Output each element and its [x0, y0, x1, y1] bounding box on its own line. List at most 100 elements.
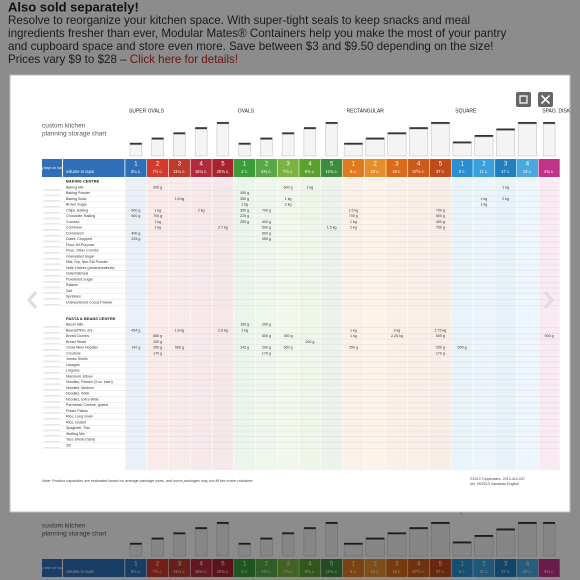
- next-arrow[interactable]: [543, 291, 554, 309]
- column-size: 16¼ c.: [195, 169, 208, 174]
- lightbox-controls: [27, 92, 554, 309]
- row-label: Baking Soda: [66, 197, 86, 201]
- row-label: Stuffing Mix: [66, 432, 85, 436]
- container: [238, 144, 251, 157]
- cell: 400 g: [131, 231, 140, 235]
- container: [542, 123, 556, 157]
- qty-header-text: qty kept on hand: [39, 166, 66, 170]
- prev-arrow[interactable]: [27, 291, 38, 309]
- group-label: SQUARE: [455, 108, 477, 114]
- container-lid: [474, 135, 494, 138]
- container-lid: [325, 122, 338, 125]
- column-number: 2: [482, 562, 486, 568]
- container-lid: [344, 142, 363, 145]
- column-size: 20¾ c.: [217, 569, 230, 574]
- cell: 1 kg: [306, 185, 313, 189]
- column-number: 4: [308, 162, 312, 168]
- column-header: [168, 159, 190, 177]
- column-number: 3: [286, 162, 290, 168]
- column-size: 4¾ c.: [261, 169, 271, 174]
- column-number: 3: [178, 562, 182, 568]
- row-label: Chocolate, Baking: [66, 214, 95, 218]
- column-header: [538, 559, 560, 577]
- column-size: 16 c.: [392, 569, 401, 574]
- price-line: Prices vary $9 to $28 – Click here for d…: [8, 53, 238, 66]
- container: [496, 130, 516, 157]
- container: [129, 544, 143, 557]
- container-lid: [195, 527, 208, 530]
- container-lid: [496, 128, 515, 131]
- row-label: Noodles, Medium: [66, 386, 94, 390]
- volume-header-text: volume in cups: [66, 169, 94, 174]
- row-label: Flour, Other Crumbs: [66, 249, 99, 253]
- column-header: [147, 559, 169, 577]
- column-header: [342, 159, 364, 177]
- column-size: 4¾ c.: [261, 569, 271, 574]
- container-lid: [151, 137, 164, 140]
- container-lid: [238, 542, 251, 545]
- column-header: [408, 159, 430, 177]
- cell: 1.5 kg: [327, 226, 337, 230]
- column-size: 2 c.: [241, 169, 248, 174]
- cell: 2 kg: [350, 226, 357, 230]
- column-number: 1: [460, 162, 464, 168]
- cell: 500 g: [458, 346, 467, 350]
- column-header: [321, 559, 343, 577]
- column-number: 4: [526, 162, 530, 168]
- column-tint: [429, 178, 451, 470]
- cell: 2.7 kg: [218, 226, 228, 230]
- column-size: 12¾ c.: [325, 169, 338, 174]
- container: [260, 539, 273, 557]
- cell: 250 g: [153, 346, 162, 350]
- column-tint: [234, 178, 256, 470]
- column-number: 1: [134, 162, 138, 168]
- column-number: 4: [417, 162, 421, 168]
- column-tint: [299, 178, 321, 470]
- row-label: Bacon Bits: [66, 323, 83, 327]
- column-size: 11 c.: [479, 569, 488, 574]
- row-label: Baking Mix: [66, 185, 84, 189]
- column-size: 5 c.: [459, 169, 466, 174]
- column-number: 5: [221, 162, 225, 168]
- cell: 1 kg: [241, 203, 248, 207]
- section-title: BAKING CENTRE: [66, 179, 100, 184]
- column-header: [190, 559, 212, 577]
- heading: Also sold separately!: [8, 0, 139, 14]
- cell: 300 g: [153, 185, 162, 189]
- column-tint: [190, 178, 212, 470]
- column-number: 2: [156, 162, 160, 168]
- column-header: [451, 159, 473, 177]
- container: [474, 536, 494, 557]
- column-size: 7½ c.: [153, 569, 163, 574]
- column-header: [147, 159, 169, 177]
- column-header: [538, 159, 560, 177]
- row-label: Bread Crumbs: [66, 334, 89, 338]
- cell: 700 g: [349, 214, 358, 218]
- container-lid: [216, 122, 229, 125]
- column-header: [255, 159, 277, 177]
- container: [216, 523, 230, 557]
- cell: 500 g: [436, 214, 445, 218]
- column-size: 16¼ c.: [195, 569, 208, 574]
- container: [325, 123, 338, 157]
- row-label: Unsweetened Cocoa Powder: [66, 300, 113, 304]
- details-link[interactable]: Click here for details!: [130, 53, 238, 66]
- cell: 500 g: [131, 208, 140, 212]
- row-label: Parmesan Cheese, grated: [66, 403, 108, 407]
- column-size: 6 c.: [350, 169, 357, 174]
- column-number: 2: [265, 162, 269, 168]
- cell: 1.8 kg: [174, 328, 184, 332]
- row-label: Oats/Oatmeal: [66, 272, 88, 276]
- container-lid: [129, 542, 142, 545]
- cell: 500 g: [175, 346, 184, 350]
- row-label: Powdered Sugar: [66, 277, 94, 281]
- column-number: 3: [395, 562, 399, 568]
- container: [430, 123, 450, 157]
- cell: 1 kg: [502, 185, 509, 189]
- expand-button[interactable]: [516, 92, 531, 107]
- column-size: 4¾ c.: [544, 169, 554, 174]
- column-tint: [451, 178, 473, 470]
- column-header: [277, 559, 299, 577]
- column-size: 20¾ c.: [217, 169, 230, 174]
